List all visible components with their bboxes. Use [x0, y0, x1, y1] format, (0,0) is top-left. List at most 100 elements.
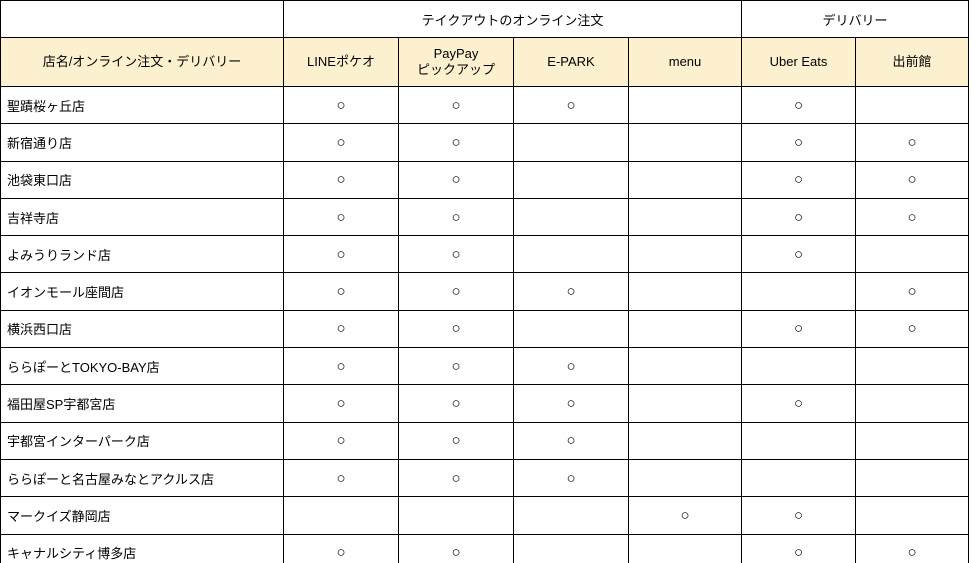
service-mark-cell: ○: [513, 85, 629, 125]
table-row: ららぽーと名古屋みなとアクルス店 ○ ○ ○: [0, 458, 970, 498]
service-mark-cell: ○: [854, 309, 970, 349]
service-mark-cell: [513, 123, 629, 162]
service-mark-cell: ○: [741, 384, 856, 423]
service-mark-cell: ○: [398, 533, 514, 563]
service-mark-cell: [628, 347, 742, 386]
service-mark-cell: [398, 496, 514, 535]
table-row: 池袋東口店 ○ ○ ○ ○: [0, 160, 970, 199]
service-mark-cell: [513, 197, 629, 237]
service-mark-cell: ○: [283, 309, 399, 349]
table-row: マークイズ静岡店 ○ ○: [0, 496, 970, 535]
table-row: 横浜西口店 ○ ○ ○ ○: [0, 309, 970, 349]
column-header-row: 店名/オンライン注文・デリバリー LINEポケオ PayPay ピックアップ E…: [0, 37, 970, 87]
service-mark-cell: [628, 160, 742, 199]
service-mark-cell: ○: [283, 272, 399, 311]
service-mark-cell: [854, 85, 970, 125]
service-mark-cell: ○: [741, 123, 856, 162]
service-mark-cell: ○: [283, 421, 399, 460]
corner-cell: [0, 0, 284, 38]
column-header-store: 店名/オンライン注文・デリバリー: [0, 37, 284, 87]
service-mark-cell: ○: [513, 347, 629, 386]
service-mark-cell: ○: [283, 533, 399, 563]
store-name-cell: ららぽーとTOKYO-BAY店: [0, 347, 284, 386]
service-mark-cell: ○: [741, 309, 856, 349]
table-row: 吉祥寺店 ○ ○ ○ ○: [0, 197, 970, 237]
service-mark-cell: [628, 421, 742, 460]
service-mark-cell: [628, 235, 742, 274]
service-mark-cell: [283, 496, 399, 535]
service-mark-cell: ○: [398, 160, 514, 199]
service-mark-cell: [854, 421, 970, 460]
group-header-row: テイクアウトのオンライン注文 デリバリー: [0, 0, 970, 38]
group-header-takeout: テイクアウトのオンライン注文: [283, 0, 742, 38]
service-mark-cell: ○: [283, 347, 399, 386]
store-name-cell: 聖蹟桜ヶ丘店: [0, 85, 284, 125]
service-mark-cell: ○: [398, 123, 514, 162]
table-row: よみうりランド店 ○ ○ ○: [0, 235, 970, 274]
service-mark-cell: ○: [398, 384, 514, 423]
service-mark-cell: ○: [398, 347, 514, 386]
service-mark-cell: [854, 458, 970, 498]
store-name-cell: 吉祥寺店: [0, 197, 284, 237]
column-header-epark: E-PARK: [513, 37, 629, 87]
table-row: キャナルシティ博多店 ○ ○ ○ ○: [0, 533, 970, 563]
service-mark-cell: [628, 123, 742, 162]
service-mark-cell: ○: [283, 160, 399, 199]
store-name-cell: 池袋東口店: [0, 160, 284, 199]
service-mark-cell: ○: [398, 272, 514, 311]
service-mark-cell: ○: [283, 123, 399, 162]
table-row: 宇都宮インターパーク店 ○ ○ ○: [0, 421, 970, 460]
service-mark-cell: [741, 458, 856, 498]
service-mark-cell: [513, 533, 629, 563]
store-name-cell: よみうりランド店: [0, 235, 284, 274]
service-mark-cell: [628, 85, 742, 125]
service-mark-cell: ○: [854, 533, 970, 563]
service-mark-cell: ○: [283, 384, 399, 423]
column-header-menu: menu: [628, 37, 742, 87]
table-row: 新宿通り店 ○ ○ ○ ○: [0, 123, 970, 162]
store-name-cell: 福田屋SP宇都宮店: [0, 384, 284, 423]
service-mark-cell: ○: [398, 309, 514, 349]
column-header-uber-eats: Uber Eats: [741, 37, 856, 87]
column-header-line-pokeo: LINEポケオ: [283, 37, 399, 87]
service-mark-cell: ○: [854, 197, 970, 237]
service-mark-cell: ○: [854, 272, 970, 311]
service-mark-cell: [741, 421, 856, 460]
service-mark-cell: [513, 309, 629, 349]
service-mark-cell: ○: [741, 533, 856, 563]
store-name-cell: マークイズ静岡店: [0, 496, 284, 535]
store-name-cell: 宇都宮インターパーク店: [0, 421, 284, 460]
store-name-cell: イオンモール座間店: [0, 272, 284, 311]
service-mark-cell: ○: [513, 384, 629, 423]
store-name-cell: 横浜西口店: [0, 309, 284, 349]
table-row: ららぽーとTOKYO-BAY店 ○ ○ ○: [0, 347, 970, 386]
service-mark-cell: ○: [283, 85, 399, 125]
service-mark-cell: ○: [854, 160, 970, 199]
service-mark-cell: [628, 309, 742, 349]
service-mark-cell: ○: [398, 458, 514, 498]
group-header-delivery: デリバリー: [740, 0, 970, 38]
service-mark-cell: ○: [513, 458, 629, 498]
table-row: イオンモール座間店 ○ ○ ○ ○: [0, 272, 970, 311]
service-mark-cell: ○: [398, 197, 514, 237]
service-mark-cell: [628, 197, 742, 237]
table-row: 福田屋SP宇都宮店 ○ ○ ○ ○: [0, 384, 970, 423]
service-mark-cell: [854, 235, 970, 274]
service-mark-cell: [628, 458, 742, 498]
service-mark-cell: [628, 384, 742, 423]
service-mark-cell: ○: [283, 458, 399, 498]
service-mark-cell: [741, 272, 856, 311]
service-mark-cell: [854, 496, 970, 535]
service-mark-cell: ○: [854, 123, 970, 162]
service-mark-cell: ○: [741, 235, 856, 274]
service-mark-cell: ○: [283, 197, 399, 237]
store-name-cell: キャナルシティ博多店: [0, 533, 284, 563]
service-mark-cell: ○: [741, 496, 856, 535]
column-header-demaekan: 出前館: [854, 37, 970, 87]
store-name-cell: ららぽーと名古屋みなとアクルス店: [0, 458, 284, 498]
service-mark-cell: ○: [283, 235, 399, 274]
table-row: 聖蹟桜ヶ丘店 ○ ○ ○ ○: [0, 85, 970, 125]
service-mark-cell: ○: [741, 160, 856, 199]
service-mark-cell: ○: [741, 85, 856, 125]
